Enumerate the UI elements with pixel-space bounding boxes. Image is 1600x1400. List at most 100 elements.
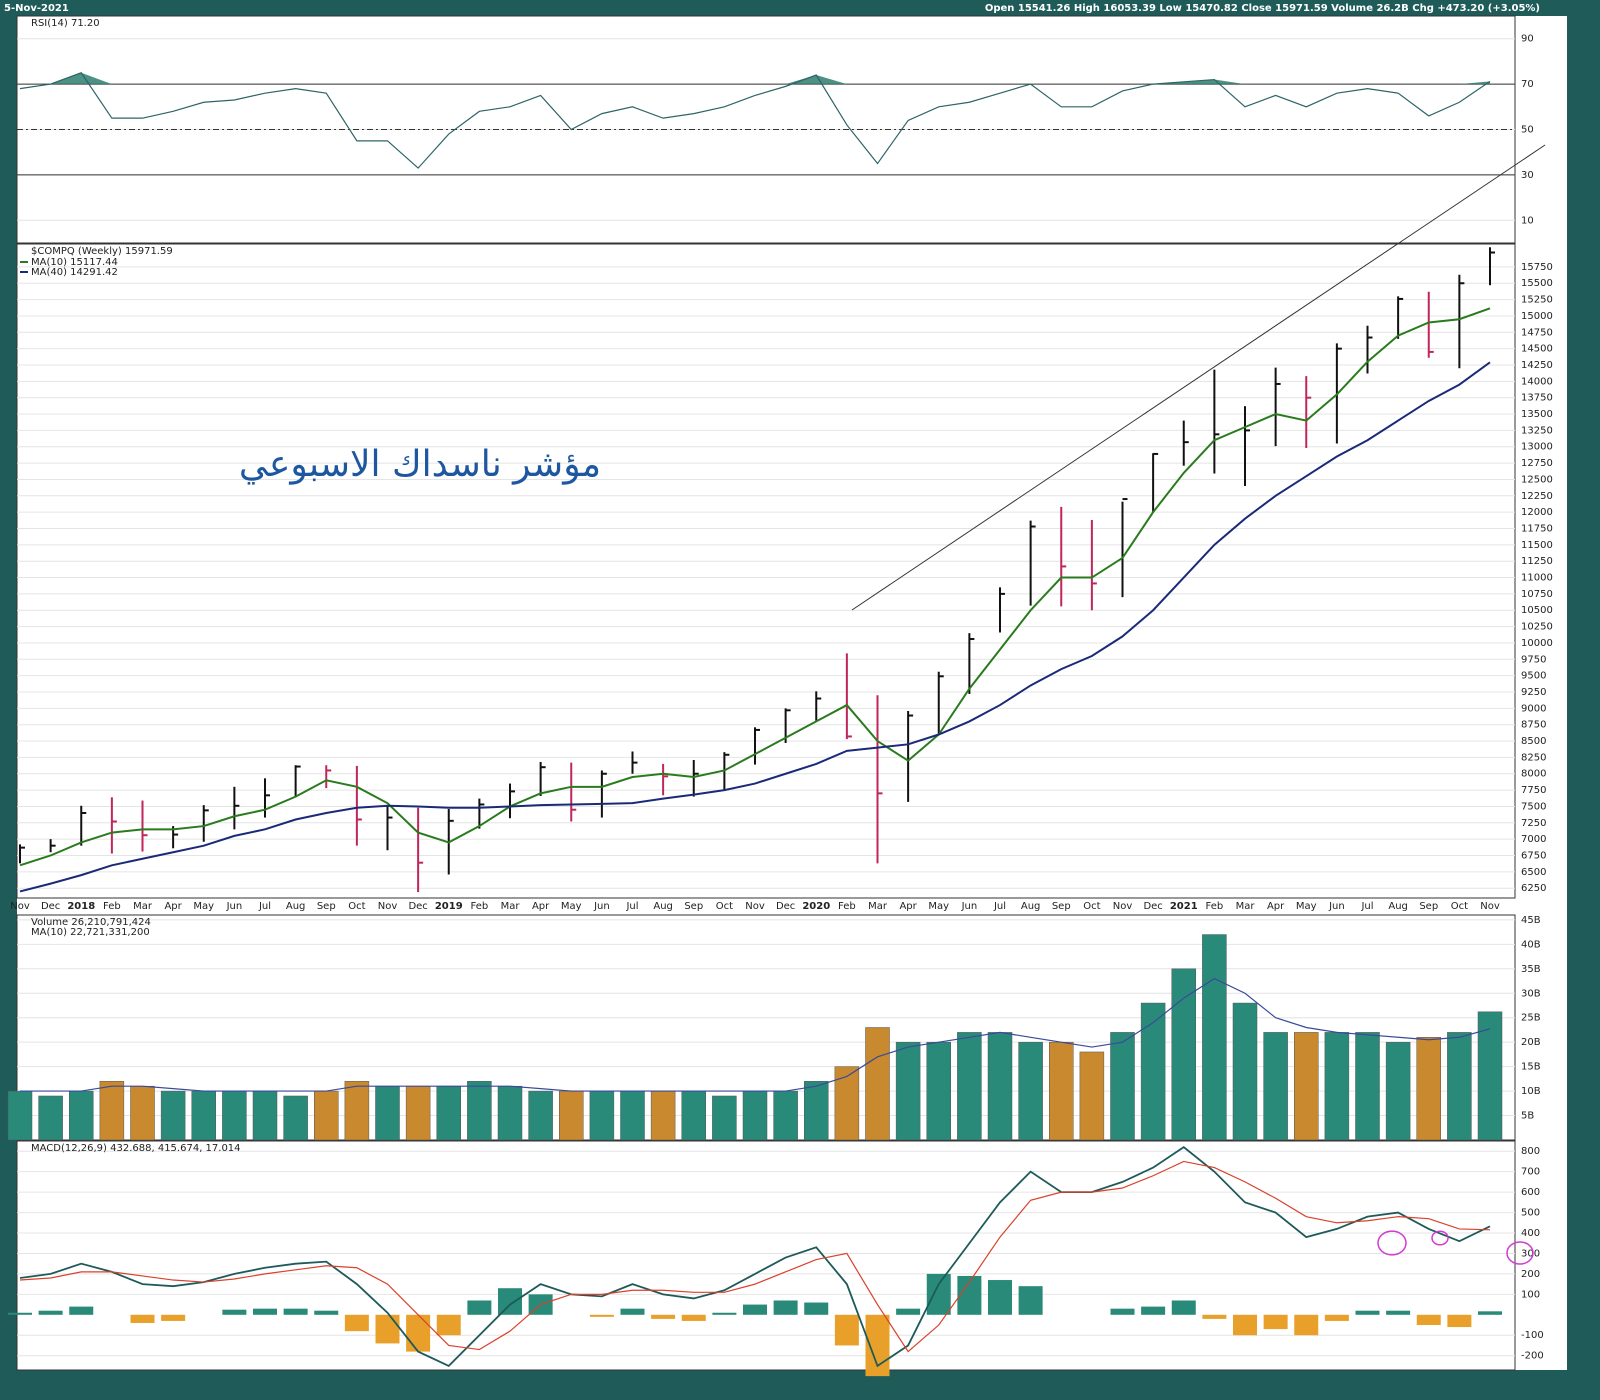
histogram-bar [620, 1308, 645, 1315]
y-tick-label: 10B [1521, 1086, 1541, 1097]
histogram-bar [436, 1314, 461, 1336]
y-tick-label: 15500 [1521, 278, 1553, 289]
volume-bar [99, 1081, 125, 1141]
y-tick-label: 13750 [1521, 393, 1553, 404]
y-tick-label: 11250 [1521, 556, 1553, 567]
volume-bar [160, 1090, 186, 1141]
histogram-bar [896, 1308, 921, 1315]
y-tick-label: 8000 [1521, 769, 1546, 780]
x-tick-label: 2020 [802, 901, 830, 912]
y-tick-label: 200 [1521, 1269, 1540, 1280]
x-tick-label: Sep [1419, 901, 1438, 912]
y-tick-label: 8500 [1521, 736, 1546, 747]
volume-bar [926, 1041, 951, 1141]
histogram-bar [926, 1273, 951, 1315]
volume-bar [773, 1090, 798, 1141]
y-tick-label: 9250 [1521, 687, 1546, 698]
volume-bar [1049, 1041, 1074, 1141]
y-tick-label: 30 [1521, 170, 1534, 181]
y-tick-label: 40B [1521, 939, 1541, 950]
volume-bar [497, 1085, 523, 1141]
volume-bar [528, 1090, 553, 1141]
x-tick-label: Jul [1360, 901, 1373, 912]
histogram-bar [8, 1312, 32, 1315]
y-tick-label: 500 [1521, 1208, 1540, 1219]
y-tick-label: 9750 [1521, 654, 1546, 665]
x-tick-label: May [928, 901, 949, 912]
volume-bar [589, 1090, 615, 1141]
y-tick-label: 14000 [1521, 376, 1553, 387]
x-tick-label: May [1296, 901, 1317, 912]
histogram-bar [222, 1309, 247, 1315]
volume-bar [865, 1027, 890, 1141]
x-tick-label: Nov [745, 901, 765, 912]
y-tick-label: 25B [1521, 1013, 1541, 1024]
x-tick-label: Apr [899, 901, 917, 912]
x-tick-label: Nov [1480, 901, 1500, 912]
y-tick-label: 14750 [1521, 327, 1553, 338]
y-tick-label: 100 [1521, 1289, 1540, 1300]
x-tick-label: Dec [776, 901, 795, 912]
volume-bar [559, 1090, 584, 1141]
histogram-bar [406, 1314, 431, 1352]
histogram-bar [375, 1314, 400, 1344]
x-tick-label: Apr [532, 901, 550, 912]
volume-bar [467, 1081, 492, 1141]
y-tick-label: 45B [1521, 915, 1541, 926]
volume-bar [804, 1081, 829, 1141]
x-tick-label: Dec [408, 901, 427, 912]
y-tick-label: 35B [1521, 964, 1541, 975]
histogram-bar [1018, 1286, 1043, 1315]
panel-title: RSI(14) 71.20 [31, 18, 100, 29]
histogram-bar [1355, 1310, 1380, 1315]
y-tick-label: 5B [1521, 1111, 1534, 1122]
trendline [851, 144, 1546, 611]
y-tick-label: 9500 [1521, 671, 1546, 682]
x-tick-label: Jun [593, 901, 610, 912]
y-tick-label: 30B [1521, 988, 1541, 999]
x-tick-label: Dec [1143, 901, 1162, 912]
y-tick-label: 8250 [1521, 752, 1546, 763]
volume-bar [620, 1090, 645, 1141]
y-tick-label: -200 [1521, 1351, 1544, 1362]
line [19, 361, 1491, 893]
x-tick-label: Sep [317, 901, 336, 912]
highlight-circle [1431, 1230, 1449, 1246]
volume-bar [1385, 1041, 1411, 1141]
histogram-bar [69, 1306, 94, 1315]
volume-bar [1416, 1037, 1441, 1141]
histogram-bar [283, 1308, 308, 1315]
histogram-bar [161, 1314, 186, 1321]
histogram-bar [743, 1304, 767, 1315]
volume-bar [344, 1081, 370, 1141]
volume-bar [1263, 1032, 1288, 1141]
x-tick-label: Mar [1236, 901, 1256, 912]
y-tick-label: 10500 [1521, 605, 1553, 616]
histogram-bar [834, 1314, 859, 1346]
histogram-bar [1416, 1314, 1441, 1326]
volume-bar [1079, 1051, 1105, 1141]
line [19, 307, 1491, 867]
histogram-bar [253, 1308, 277, 1315]
histogram-bar [1233, 1314, 1257, 1336]
y-tick-label: 300 [1521, 1248, 1540, 1259]
y-tick-label: -100 [1521, 1330, 1544, 1341]
volume-bar [375, 1085, 400, 1141]
histogram-bar [344, 1314, 369, 1332]
x-tick-label: Oct [348, 901, 365, 912]
x-tick-label: May [561, 901, 582, 912]
volume-bar [130, 1085, 155, 1141]
histogram-bar [804, 1302, 829, 1315]
x-tick-label: Jul [625, 901, 638, 912]
annotation: مؤشر ناسداك الاسبوعي [239, 444, 601, 485]
volume-bar [834, 1066, 860, 1141]
y-tick-label: 400 [1521, 1228, 1540, 1239]
right-axis-band [1515, 16, 1567, 1370]
histogram-bar [1171, 1300, 1196, 1315]
volume-bar [69, 1090, 94, 1141]
volume-bar [1355, 1032, 1380, 1141]
histogram-bar [498, 1288, 522, 1315]
highlight-circle [1506, 1241, 1534, 1265]
histogram-bar [988, 1280, 1012, 1315]
